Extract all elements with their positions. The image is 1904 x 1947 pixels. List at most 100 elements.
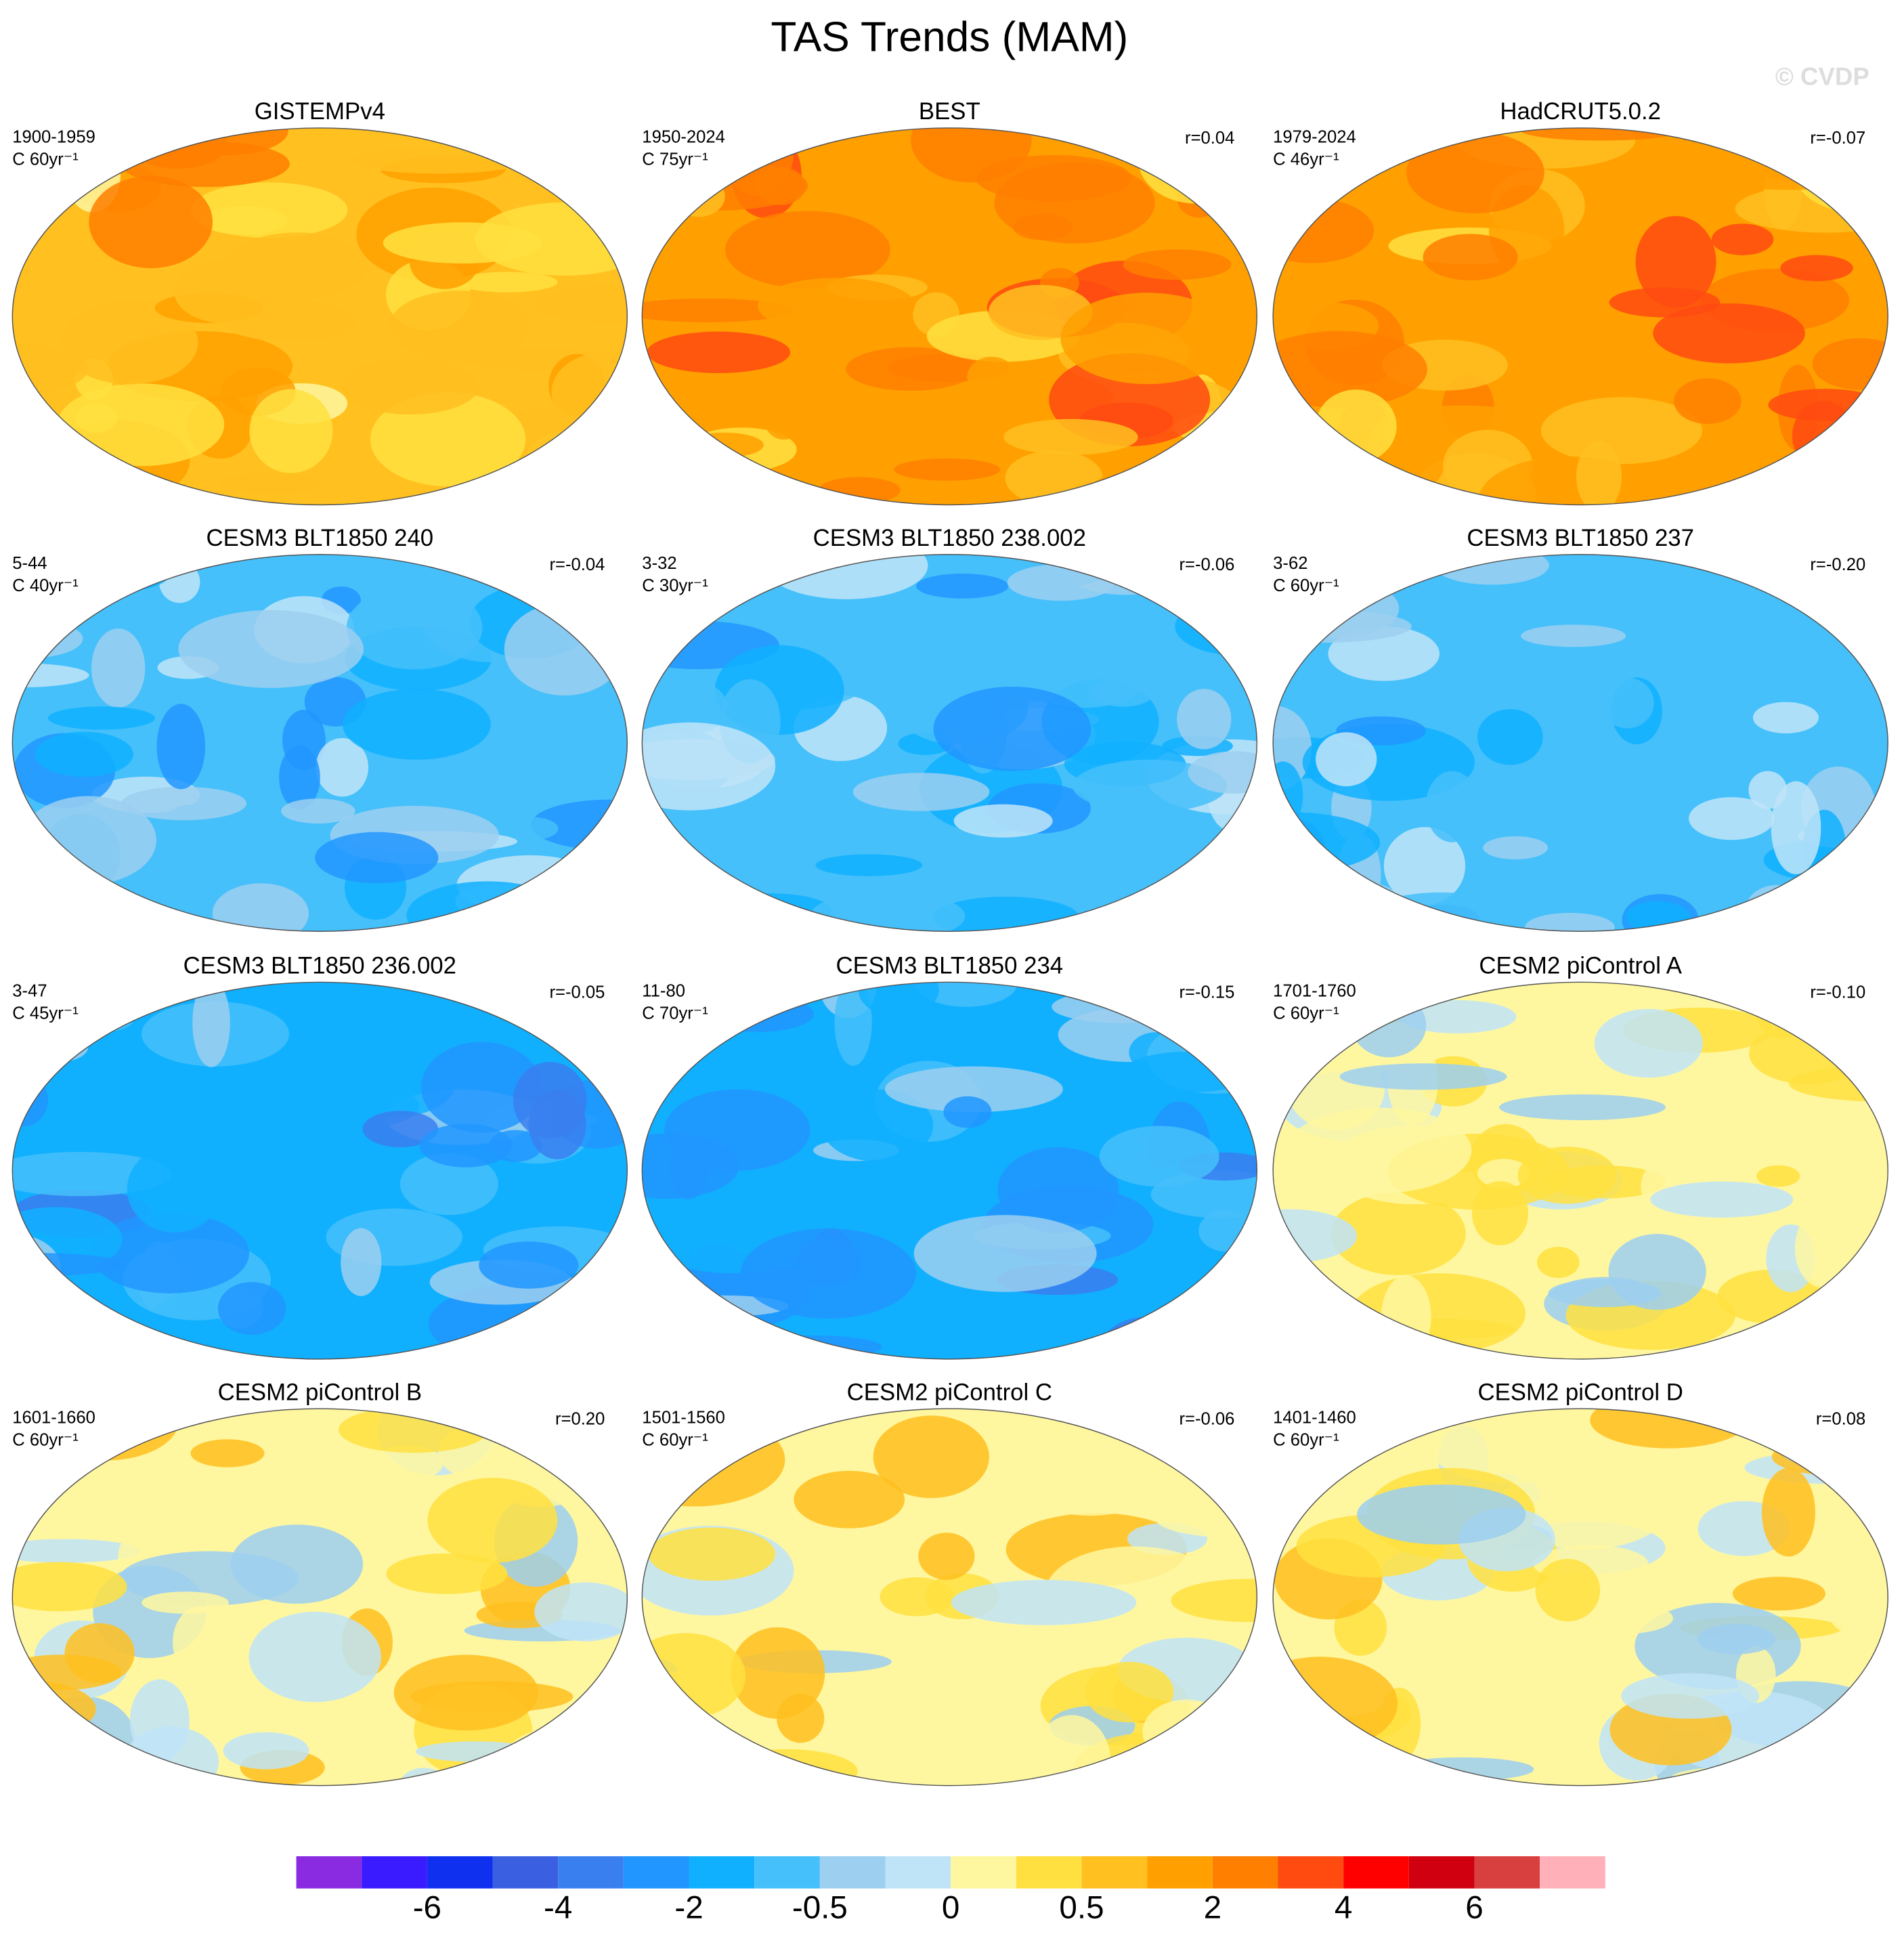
- map-blob: [89, 175, 213, 268]
- map-panel: CESM3 BLT1850 236.002 3-47 C 45yr⁻¹ r=-0.05: [12, 954, 628, 1360]
- map-blob: [1548, 1279, 1662, 1308]
- map-blob: [1499, 1094, 1666, 1121]
- map-blob: [29, 1032, 88, 1063]
- map-blob: [1794, 1209, 1851, 1288]
- map-blob: [421, 1042, 542, 1133]
- map-blob: [1635, 215, 1716, 308]
- map-blob: [1621, 1673, 1759, 1719]
- map-panel: CESM3 BLT1850 240 5-44 C 40yr⁻¹ r=-0.04: [12, 526, 628, 932]
- map-blob: [341, 358, 479, 414]
- map-blob: [642, 1342, 745, 1359]
- panel-period: 1900-1959: [12, 127, 95, 146]
- map-blob: [1012, 214, 1073, 240]
- map-blob: [725, 211, 890, 289]
- colorbar-box: [1540, 1856, 1605, 1889]
- map-blob: [346, 586, 483, 670]
- map-blob: [642, 465, 783, 505]
- map-field: [1273, 982, 1888, 1359]
- map-panel: CESM3 BLT1850 238.002 3-32 C 30yr⁻¹ r=-0.06: [641, 526, 1258, 932]
- panel-title: BEST: [919, 99, 980, 125]
- map-blob: [1625, 901, 1691, 932]
- panel-correlation: r=-0.07: [1810, 129, 1865, 148]
- map-outline: [12, 981, 628, 1360]
- panel-units: C 70yr⁻¹: [642, 1004, 708, 1023]
- panel-title: CESM2 piControl C: [847, 1379, 1052, 1405]
- panel-units: C 60yr⁻¹: [642, 1430, 708, 1449]
- map-field: [12, 127, 628, 505]
- map-blob: [536, 571, 615, 596]
- map-blob: [1761, 1468, 1816, 1557]
- map-blob: [1398, 1000, 1517, 1033]
- colorbar-label: -6: [413, 1889, 441, 1925]
- map-blob: [1005, 450, 1103, 505]
- map-blob: [794, 1239, 862, 1287]
- map-blob: [174, 259, 276, 324]
- colorbar-label: 2: [1204, 1889, 1221, 1925]
- map-blob: [479, 1241, 579, 1289]
- map-blob: [715, 1749, 858, 1786]
- map-blob: [419, 1124, 512, 1168]
- map-blob: [200, 206, 287, 235]
- map-blob: [1812, 338, 1888, 390]
- map-blob: [249, 389, 333, 473]
- colorbar-box: [1147, 1856, 1213, 1889]
- map-panel: GISTEMPv4 1900-1959 C 60yr⁻¹: [12, 99, 628, 506]
- map-blob: [1536, 1246, 1580, 1279]
- map-blob: [1540, 397, 1702, 465]
- map-blob: [764, 400, 804, 440]
- map-blob: [1780, 255, 1853, 282]
- map-blob: [1671, 1766, 1821, 1786]
- panel-correlation: r=0.20: [555, 1409, 605, 1428]
- map-blob: [67, 554, 173, 592]
- map-blob: [119, 1551, 299, 1606]
- map-blob: [1126, 1325, 1179, 1359]
- colorbar-box: [1408, 1856, 1475, 1889]
- panel-title: CESM2 piControl A: [1479, 954, 1682, 979]
- map-blob: [642, 722, 776, 811]
- map-blob: [399, 1768, 448, 1786]
- panel-period: 1501-1560: [642, 1408, 725, 1427]
- map-blob: [1138, 127, 1253, 204]
- panel-period: 1401-1460: [1273, 1408, 1356, 1427]
- map-blob: [660, 681, 728, 734]
- map-blob: [12, 1539, 140, 1563]
- map-blob: [223, 1732, 309, 1770]
- panel-correlation: r=-0.06: [1180, 1409, 1235, 1428]
- map-outline: [12, 127, 628, 506]
- map-blob: [1768, 389, 1883, 421]
- map-blob: [35, 731, 133, 777]
- map-blob: [776, 1693, 825, 1743]
- colorbar-box: [623, 1856, 689, 1889]
- map-blob: [1711, 223, 1774, 255]
- map-outline: [641, 553, 1258, 932]
- map-blob: [915, 982, 1018, 1007]
- map-blob: [508, 1722, 628, 1780]
- map-blob: [322, 982, 427, 1029]
- map-blob: [647, 331, 790, 373]
- map-blob: [642, 443, 727, 505]
- map-blob: [1771, 781, 1821, 874]
- map-blob: [386, 1553, 508, 1594]
- map-blob: [1099, 1126, 1219, 1187]
- map-blob: [393, 1654, 539, 1731]
- panel-period: 3-47: [12, 982, 47, 1001]
- map-blob: [894, 458, 1001, 481]
- panel-units: C 60yr⁻¹: [12, 150, 79, 169]
- map-panel: CESM2 piControl D 1401-1460 C 60yr⁻¹ r=0.08: [1272, 1379, 1888, 1786]
- map-blob: [173, 1606, 227, 1679]
- map-blob: [915, 574, 1009, 599]
- map-blob: [212, 883, 309, 932]
- map-blob: [1112, 1417, 1164, 1493]
- map-blob: [1383, 827, 1466, 905]
- map-outline: [1272, 127, 1888, 506]
- map-blob: [918, 1533, 975, 1580]
- map-blob: [642, 1708, 742, 1759]
- map-blob: [700, 996, 814, 1033]
- map-blob: [1084, 1661, 1174, 1723]
- map-blob: [913, 1215, 1097, 1292]
- map-blob: [100, 1319, 163, 1359]
- map-blob: [47, 706, 155, 730]
- map-blob: [1634, 637, 1786, 704]
- map-blob: [504, 603, 625, 696]
